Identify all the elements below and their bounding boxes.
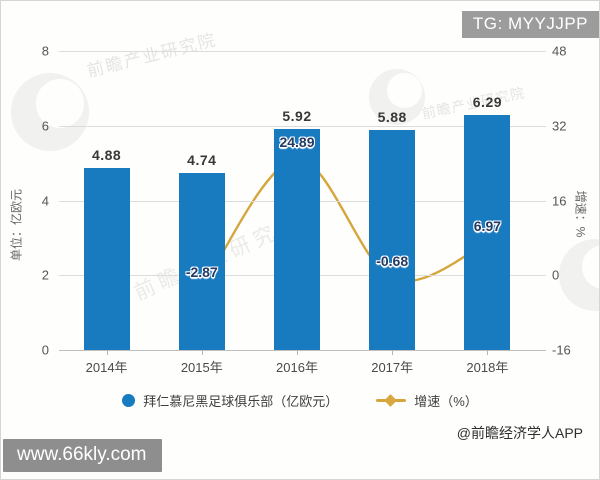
growth-value-2016年: 24.89 [279, 133, 315, 150]
bar-value-2014年: 4.88 [91, 146, 122, 163]
growth-value-2015年: -2.87 [185, 263, 218, 280]
x-tick-2015年 [201, 350, 203, 355]
legend: 拜仁慕尼黑足球俱乐部（亿欧元） 增速（%） [1, 391, 599, 410]
right-axis-tick-16: 16 [552, 193, 567, 208]
bar-value-2018年: 6.29 [472, 93, 503, 110]
left-axis-tick-6: 6 [41, 118, 49, 134]
x-tick-2018年 [487, 350, 489, 355]
x-label-2014年: 2014年 [85, 360, 128, 375]
left-axis-tick-8: 8 [41, 43, 49, 59]
site-badge: www.66kly.com [3, 439, 162, 472]
gridline-8 [59, 51, 546, 52]
bar-2014年 [83, 167, 130, 350]
x-tick-2016年 [297, 350, 298, 355]
growth-value-2018年: 6.97 [473, 217, 502, 234]
x-label-2018年: 2018年 [466, 360, 509, 375]
bar-2015年 [178, 172, 225, 350]
bar-series-marker [122, 394, 136, 407]
line-series-label: 增速（%） [414, 394, 478, 409]
growth-line-path [200, 157, 488, 290]
legend-item-bar: 拜仁慕尼黑足球俱乐部（亿欧元） [122, 391, 338, 410]
tg-badge: TG: MYYJJPP [461, 11, 599, 38]
right-axis-tick--16: -16 [552, 342, 571, 358]
x-label-2016年: 2016年 [276, 360, 318, 375]
bar-series-label: 拜仁慕尼黑足球俱乐部（亿欧元） [143, 394, 339, 409]
right-axis-tick-48: 48 [552, 43, 567, 59]
x-label-2015年: 2015年 [180, 360, 223, 375]
right-axis-tick-32: 32 [552, 118, 567, 134]
legend-item-line: 增速（%） [376, 391, 478, 410]
x-tick-2014年 [106, 350, 108, 355]
gridline-6 [59, 125, 546, 127]
left-axis-tick-0: 0 [41, 342, 49, 358]
left-axis-tick-4: 4 [41, 193, 49, 208]
source-credit: @前瞻经济学人APP [456, 425, 583, 441]
bar-2016年 [274, 128, 320, 350]
bar-value-2017年: 5.88 [377, 109, 407, 126]
right-axis-tick-0: 0 [552, 267, 560, 283]
x-tick-2017年 [392, 350, 394, 355]
bar-2018年 [464, 114, 511, 350]
bar-value-2016年: 5.92 [282, 107, 312, 124]
line-series-marker [376, 393, 407, 407]
gridline-0 [59, 350, 546, 351]
bar-2017年 [369, 130, 416, 350]
left-axis-tick-2: 2 [41, 267, 49, 283]
x-label-2017年: 2017年 [371, 360, 414, 375]
growth-value-2017年: -0.68 [376, 253, 409, 270]
bar-value-2015年: 4.74 [187, 151, 217, 168]
